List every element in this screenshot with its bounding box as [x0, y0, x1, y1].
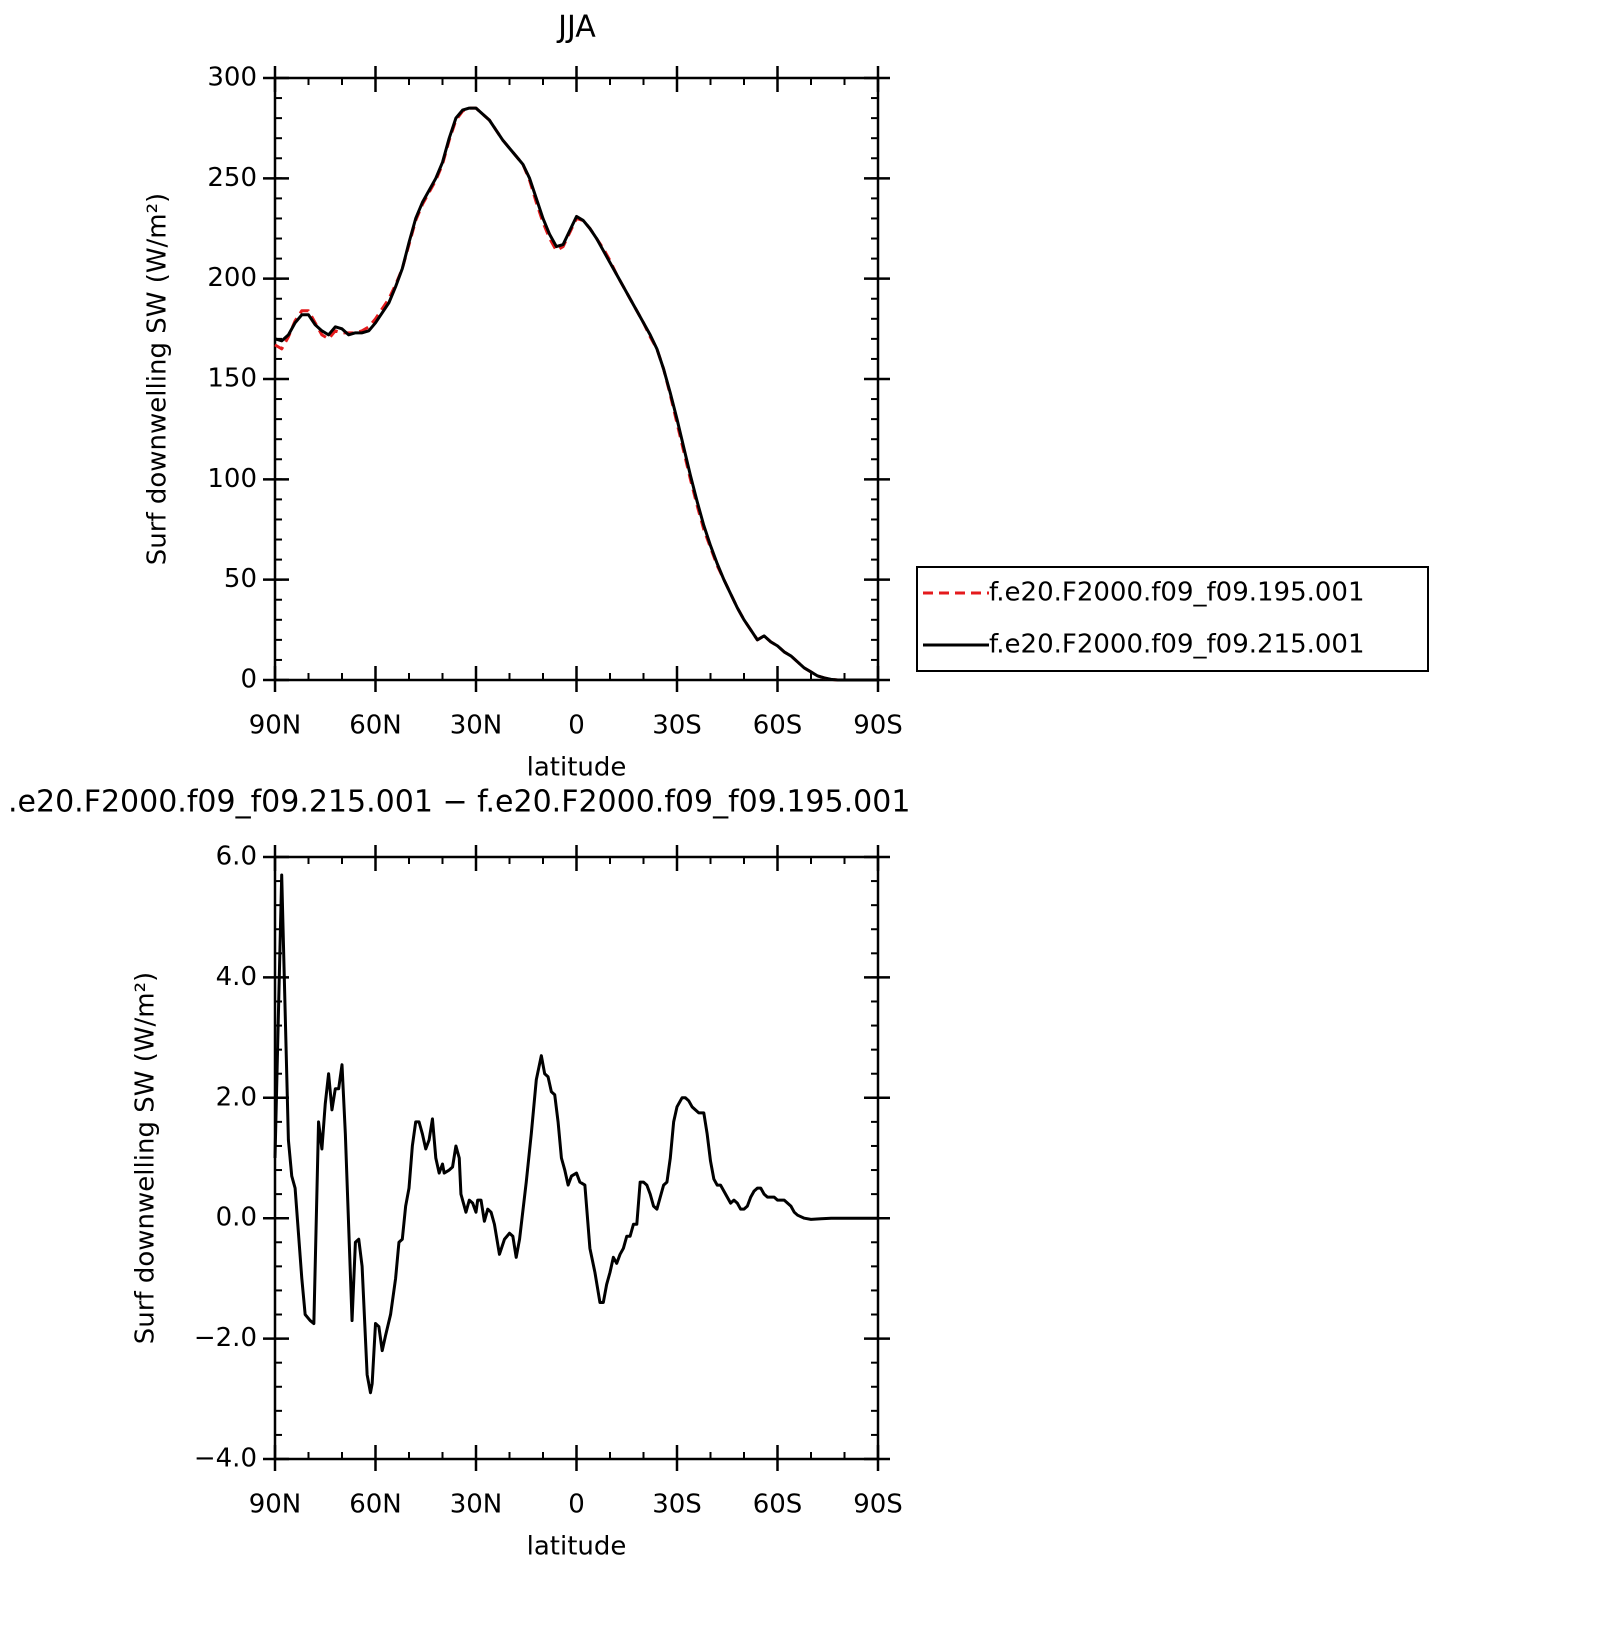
y-tick-label: 300 — [207, 63, 257, 93]
y-tick-label: 2.0 — [216, 1082, 257, 1112]
y-tick-label: 150 — [207, 364, 257, 394]
y-tick-label: 0 — [240, 665, 257, 695]
x-tick-label: 90N — [249, 1490, 302, 1520]
plot-frame — [273, 76, 880, 682]
chart-title: JJA — [556, 10, 596, 45]
series-line — [274, 106, 878, 682]
x-tick-label: 30N — [450, 711, 503, 741]
x-tick-label: 30N — [450, 1490, 503, 1520]
legend-label: f.e20.F2000.f09_f09.215.001 — [989, 630, 1365, 660]
legend-box — [916, 566, 1429, 672]
series-line — [274, 106, 878, 682]
x-tick-label: 60S — [753, 1490, 803, 1520]
x-axis-label: latitude — [527, 1532, 627, 1562]
y-axis-label: Surf downwelling SW (W/m²) — [131, 972, 161, 1344]
chart-title: .e20.F2000.f09_f09.215.001 − f.e20.F2000… — [8, 785, 910, 820]
y-tick-label: 250 — [207, 163, 257, 193]
x-tick-label: 90S — [853, 1490, 903, 1520]
x-axis-label: latitude — [527, 753, 627, 783]
x-tick-label: 60S — [753, 711, 803, 741]
x-tick-label: 90N — [249, 711, 302, 741]
x-tick-label: 30S — [652, 1490, 702, 1520]
y-tick-label: 50 — [224, 564, 257, 594]
x-tick-label: 0 — [568, 711, 585, 741]
y-tick-label: 6.0 — [216, 842, 257, 872]
y-tick-label: 200 — [207, 263, 257, 293]
x-tick-label: 0 — [568, 1490, 585, 1520]
y-axis-label: Surf downwelling SW (W/m²) — [143, 193, 173, 565]
x-tick-label: 60N — [349, 711, 402, 741]
y-tick-label: 100 — [207, 464, 257, 494]
y-tick-label: 0.0 — [216, 1203, 257, 1233]
legend-label: f.e20.F2000.f09_f09.195.001 — [989, 578, 1365, 608]
y-tick-label: −4.0 — [194, 1444, 257, 1474]
y-tick-label: 4.0 — [216, 962, 257, 992]
x-tick-label: 90S — [853, 711, 903, 741]
x-tick-label: 60N — [349, 1490, 402, 1520]
series-line — [273, 873, 878, 1395]
x-tick-label: 30S — [652, 711, 702, 741]
y-tick-label: −2.0 — [194, 1323, 257, 1353]
